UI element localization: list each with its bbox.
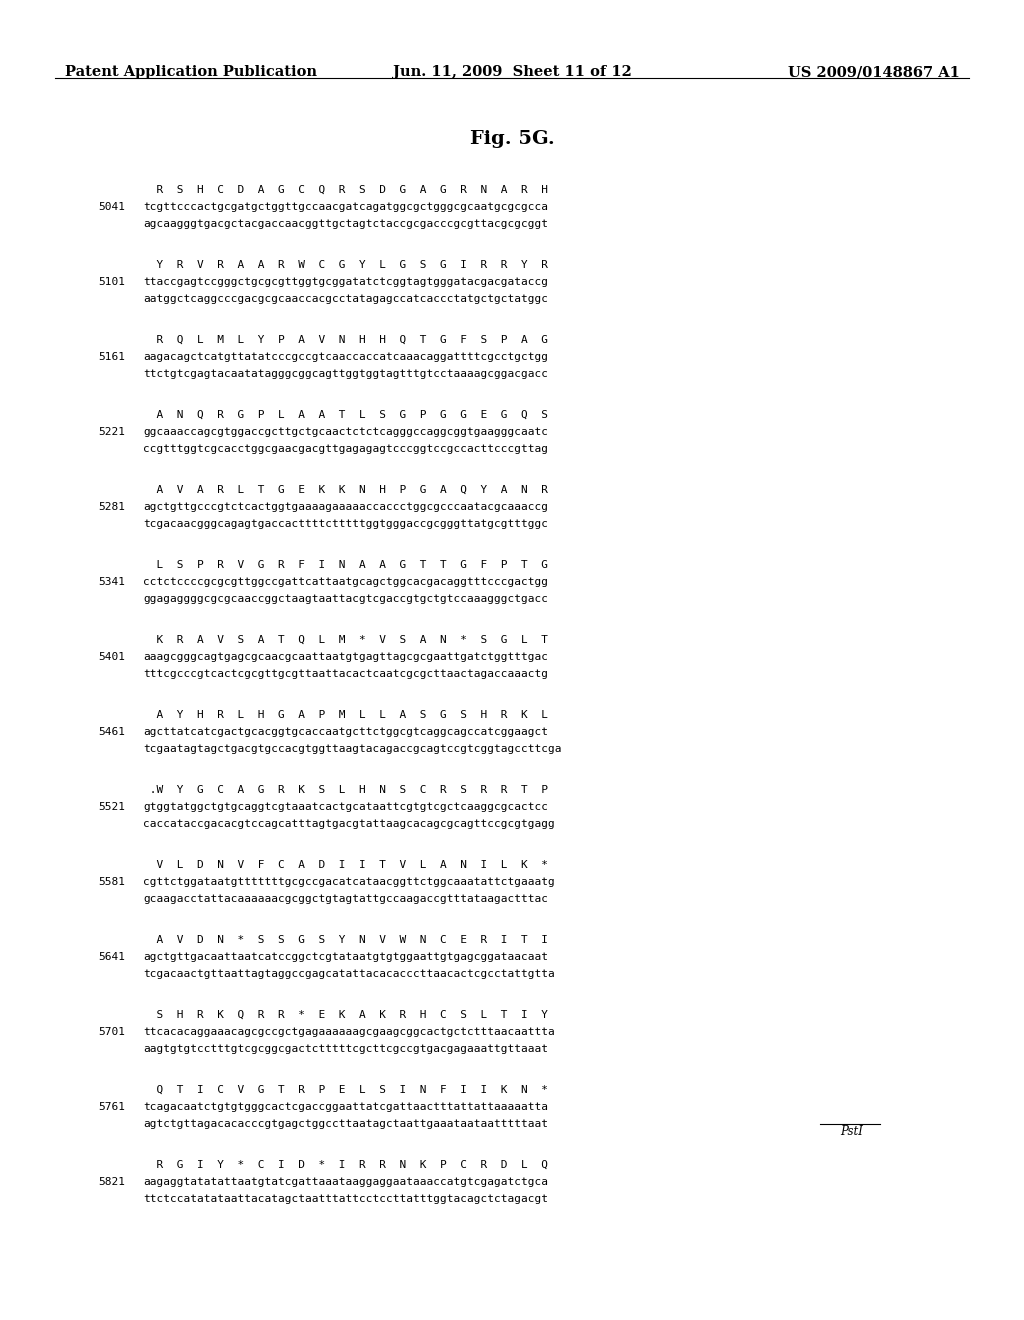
Text: tttcgcccgtcactcgcgttgcgttaattacactcaatcgcgcttaactagaccaaactg: tttcgcccgtcactcgcgttgcgttaattacactcaatcg…	[143, 669, 548, 678]
Text: 5401: 5401	[98, 652, 125, 663]
Text: 5041: 5041	[98, 202, 125, 213]
Text: K  R  A  V  S  A  T  Q  L  M  *  V  S  A  N  *  S  G  L  T: K R A V S A T Q L M * V S A N * S G L T	[143, 635, 548, 645]
Text: ccgtttggtcgcacctggcgaacgacgttgagagagtcccggtccgccacttcccgttag: ccgtttggtcgcacctggcgaacgacgttgagagagtccc…	[143, 444, 548, 454]
Text: agcttatcatcgactgcacggtgcaccaatgcttctggcgtcaggcagccatcggaagct: agcttatcatcgactgcacggtgcaccaatgcttctggcg…	[143, 727, 548, 737]
Text: A  N  Q  R  G  P  L  A  A  T  L  S  G  P  G  G  E  G  Q  S: A N Q R G P L A A T L S G P G G E G Q S	[143, 411, 548, 420]
Text: .W  Y  G  C  A  G  R  K  S  L  H  N  S  C  R  S  R  R  T  P: .W Y G C A G R K S L H N S C R S R R T P	[143, 785, 548, 795]
Text: agctgttgacaattaatcatccggctcgtataatgtgtggaattgtgagcggataacaat: agctgttgacaattaatcatccggctcgtataatgtgtgg…	[143, 952, 548, 962]
Text: PstI: PstI	[840, 1125, 863, 1138]
Text: ttctgtcgagtacaatatagggcggcagttggtggtagtttgtcctaaaagcggacgacc: ttctgtcgagtacaatatagggcggcagttggtggtagtt…	[143, 370, 548, 379]
Text: 5641: 5641	[98, 952, 125, 962]
Text: S  H  R  K  Q  R  R  *  E  K  A  K  R  H  C  S  L  T  I  Y: S H R K Q R R * E K A K R H C S L T I Y	[143, 1010, 548, 1020]
Text: Jun. 11, 2009  Sheet 11 of 12: Jun. 11, 2009 Sheet 11 of 12	[392, 65, 632, 79]
Text: 5101: 5101	[98, 277, 125, 286]
Text: 5461: 5461	[98, 727, 125, 737]
Text: ggagaggggcgcgcaaccggctaagtaattacgtcgaccgtgctgtccaaagggctgacc: ggagaggggcgcgcaaccggctaagtaattacgtcgaccg…	[143, 594, 548, 605]
Text: Patent Application Publication: Patent Application Publication	[65, 65, 317, 79]
Text: 5341: 5341	[98, 577, 125, 587]
Text: aagaggtatatattaatgtatcgattaaataaggaggaataaaccatgtcgagatctgca: aagaggtatatattaatgtatcgattaaataaggaggaat…	[143, 1177, 548, 1187]
Text: US 2009/0148867 A1: US 2009/0148867 A1	[788, 65, 961, 79]
Text: 5701: 5701	[98, 1027, 125, 1038]
Text: Q  T  I  C  V  G  T  R  P  E  L  S  I  N  F  I  I  K  N  *: Q T I C V G T R P E L S I N F I I K N *	[143, 1085, 548, 1096]
Text: R  Q  L  M  L  Y  P  A  V  N  H  H  Q  T  G  F  S  P  A  G: R Q L M L Y P A V N H H Q T G F S P A G	[143, 335, 548, 345]
Text: 5221: 5221	[98, 426, 125, 437]
Text: ttaccgagtccgggctgcgcgttggtgcggatatctcggtagtgggatacgacgataccg: ttaccgagtccgggctgcgcgttggtgcggatatctcggt…	[143, 277, 548, 286]
Text: tcgacaactgttaattagtaggccgagcatattacacacccttaacactcgcctattgtta: tcgacaactgttaattagtaggccgagcatattacacacc…	[143, 969, 555, 979]
Text: A  V  A  R  L  T  G  E  K  K  N  H  P  G  A  Q  Y  A  N  R: A V A R L T G E K K N H P G A Q Y A N R	[143, 484, 548, 495]
Text: agtctgttagacacacccgtgagctggccttaatagctaattgaaataataatttttaat: agtctgttagacacacccgtgagctggccttaatagctaa…	[143, 1119, 548, 1129]
Text: 5281: 5281	[98, 502, 125, 512]
Text: cctctccccgcgcgttggccgattcattaatgcagctggcacgacaggtttcccgactgg: cctctccccgcgcgttggccgattcattaatgcagctggc…	[143, 577, 548, 587]
Text: cgttctggataatgtttttttgcgccgacatcataacggttctggcaaatattctgaaatg: cgttctggataatgtttttttgcgccgacatcataacggt…	[143, 876, 555, 887]
Text: gtggtatggctgtgcaggtcgtaaatcactgcataattcgtgtcgctcaaggcgcactcc: gtggtatggctgtgcaggtcgtaaatcactgcataattcg…	[143, 803, 548, 812]
Text: V  L  D  N  V  F  C  A  D  I  I  T  V  L  A  N  I  L  K  *: V L D N V F C A D I I T V L A N I L K *	[143, 861, 548, 870]
Text: Y  R  V  R  A  A  R  W  C  G  Y  L  G  S  G  I  R  R  Y  R: Y R V R A A R W C G Y L G S G I R R Y R	[143, 260, 548, 271]
Text: 5161: 5161	[98, 352, 125, 362]
Text: agcaagggtgacgctacgaccaacggttgctagtctaccgcgacccgcgttacgcgcggt: agcaagggtgacgctacgaccaacggttgctagtctaccg…	[143, 219, 548, 228]
Text: tcagacaatctgtgtgggcactcgaccggaattatcgattaactttattattaaaaatta: tcagacaatctgtgtgggcactcgaccggaattatcgatt…	[143, 1102, 548, 1111]
Text: aaagcgggcagtgagcgcaacgcaattaatgtgagttagcgcgaattgatctggtttgac: aaagcgggcagtgagcgcaacgcaattaatgtgagttagc…	[143, 652, 548, 663]
Text: 5521: 5521	[98, 803, 125, 812]
Text: 5581: 5581	[98, 876, 125, 887]
Text: Fig. 5G.: Fig. 5G.	[470, 129, 554, 148]
Text: aagacagctcatgttatatcccgccgtcaaccaccatcaaacaggattttcgcctgctgg: aagacagctcatgttatatcccgccgtcaaccaccatcaa…	[143, 352, 548, 362]
Text: tcgaatagtagctgacgtgccacgtggttaagtacagaccgcagtccgtcggtagccttcga: tcgaatagtagctgacgtgccacgtggttaagtacagacc…	[143, 744, 561, 754]
Text: agctgttgcccgtctcactggtgaaaagaaaaaccaccctggcgcccaatacgcaaaccg: agctgttgcccgtctcactggtgaaaagaaaaaccaccct…	[143, 502, 548, 512]
Text: ttctccatatataattacatagctaatttattcctccttatttggtacagctctagacgt: ttctccatatataattacatagctaatttattcctcctta…	[143, 1195, 548, 1204]
Text: ttcacacaggaaacagcgccgctgagaaaaaagcgaagcggcactgctctttaacaattta: ttcacacaggaaacagcgccgctgagaaaaaagcgaagcg…	[143, 1027, 555, 1038]
Text: R  G  I  Y  *  C  I  D  *  I  R  R  N  K  P  C  R  D  L  Q: R G I Y * C I D * I R R N K P C R D L Q	[143, 1160, 548, 1170]
Text: aagtgtgtcctttgtcgcggcgactctttttcgcttcgccgtgacgagaaattgttaaat: aagtgtgtcctttgtcgcggcgactctttttcgcttcgcc…	[143, 1044, 548, 1053]
Text: L  S  P  R  V  G  R  F  I  N  A  A  G  T  T  G  F  P  T  G: L S P R V G R F I N A A G T T G F P T G	[143, 560, 548, 570]
Text: aatggctcaggcccgacgcgcaaccacgcctatagagccatcaccctatgctgctatggc: aatggctcaggcccgacgcgcaaccacgcctatagagcca…	[143, 294, 548, 304]
Text: 5761: 5761	[98, 1102, 125, 1111]
Text: ggcaaaccagcgtggaccgcttgctgcaactctctcagggccaggcggtgaagggcaatc: ggcaaaccagcgtggaccgcttgctgcaactctctcaggg…	[143, 426, 548, 437]
Text: tcgacaacgggcagagtgaccacttttctttttggtgggaccgcgggttatgcgtttggc: tcgacaacgggcagagtgaccacttttctttttggtggga…	[143, 519, 548, 529]
Text: A  V  D  N  *  S  S  G  S  Y  N  V  W  N  C  E  R  I  T  I: A V D N * S S G S Y N V W N C E R I T I	[143, 935, 548, 945]
Text: A  Y  H  R  L  H  G  A  P  M  L  L  A  S  G  S  H  R  K  L: A Y H R L H G A P M L L A S G S H R K L	[143, 710, 548, 719]
Text: gcaagacctattacaaaaaacgcggctgtagtattgccaagaccgtttataagactttac: gcaagacctattacaaaaaacgcggctgtagtattgccaa…	[143, 894, 548, 904]
Text: tcgttcccactgcgatgctggttgccaacgatcagatggcgctgggcgcaatgcgcgcca: tcgttcccactgcgatgctggttgccaacgatcagatggc…	[143, 202, 548, 213]
Text: caccataccgacacgtccagcatttagtgacgtattaagcacagcgcagttccgcgtgagg: caccataccgacacgtccagcatttagtgacgtattaagc…	[143, 818, 555, 829]
Text: R  S  H  C  D  A  G  C  Q  R  S  D  G  A  G  R  N  A  R  H: R S H C D A G C Q R S D G A G R N A R H	[143, 185, 548, 195]
Text: 5821: 5821	[98, 1177, 125, 1187]
